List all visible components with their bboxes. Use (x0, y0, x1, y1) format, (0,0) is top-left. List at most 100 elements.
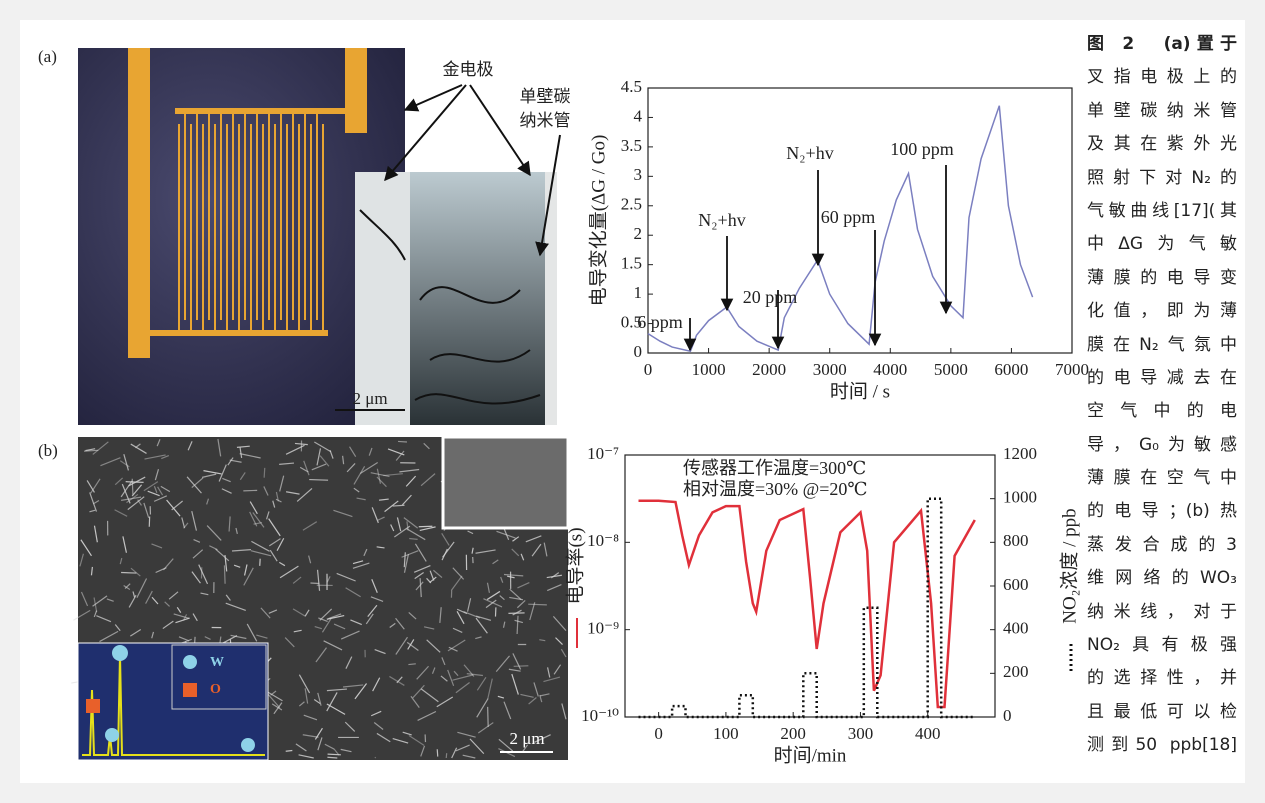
electrode-finger (292, 114, 294, 320)
electrode-finger (190, 124, 192, 330)
electrode-finger (208, 114, 210, 320)
y-axis-label: 电导率(s) (564, 527, 586, 604)
nanowire (408, 664, 415, 665)
sem-inset (443, 437, 568, 528)
y2-tick-label: 400 (1003, 619, 1029, 638)
scale-label: 2 μm (509, 729, 544, 748)
electrode-finger (178, 124, 180, 330)
y-tick-label: 4.5 (621, 77, 642, 96)
electrode-finger (238, 124, 240, 330)
caption-line: 膜在N₂气氛中 (1087, 329, 1237, 362)
caption-line: 叉指电极上的 (1087, 61, 1237, 94)
page: (a) (b) 金电极 单壁碳 纳米管 2 μm 2 μm W O 010002… (0, 0, 1265, 803)
electrode-pad (175, 108, 367, 114)
caption-line: 维网络的WO₃ (1087, 562, 1237, 595)
electrode-finger (184, 114, 186, 320)
y-tick-label: 0 (634, 342, 643, 361)
caption-line: 化值，即为薄 (1087, 295, 1237, 328)
x-tick-label: 3000 (813, 360, 847, 379)
caption-line: 图 2 (a)置于 (1087, 28, 1237, 61)
electrode-pad (345, 48, 367, 133)
caption-line: 且最低可以检 (1087, 696, 1237, 729)
annotation: N₂+hv (698, 210, 745, 230)
caption-line: 测到50 ppb[18] (1087, 729, 1237, 762)
y-tick-label: 10⁻⁸ (587, 531, 619, 550)
caption-line: 的选择性，并 (1087, 662, 1237, 695)
annotation: 相对温度=30% @=20℃ (683, 479, 868, 499)
y-tick-label: 2.5 (621, 195, 642, 214)
eds-inset (78, 643, 268, 760)
eds-legend-o (183, 683, 197, 697)
caption-line: 空气中的电 (1087, 395, 1237, 428)
tem-inset (410, 172, 545, 425)
nanotube-label: 纳米管 (520, 111, 571, 130)
y-tick-label: 3 (634, 165, 643, 184)
nanowire (375, 757, 376, 758)
nanowire (488, 707, 489, 727)
nanowire (121, 573, 136, 574)
caption-line: 单壁碳纳米管 (1087, 95, 1237, 128)
x-tick-label: 100 (713, 724, 739, 743)
electrode-finger (316, 114, 318, 320)
x-axis-label: 时间 / s (830, 380, 890, 402)
x-tick-label: 0 (654, 724, 663, 743)
y-tick-label: 10⁻⁹ (587, 619, 619, 638)
x-axis-label: 时间/min (774, 744, 847, 766)
y2-axis-label: NO₂浓度 / ppb (1058, 508, 1080, 623)
electrode-finger (202, 124, 204, 330)
y-tick-label: 2 (634, 224, 643, 243)
x-tick-label: 1000 (692, 360, 726, 379)
electrode-finger (286, 124, 288, 330)
panel-label: (b) (38, 441, 58, 460)
eds-legend-w (183, 655, 197, 669)
x-tick-label: 6000 (994, 360, 1028, 379)
y2-tick-label: 1200 (1003, 444, 1037, 463)
eds-legend-label: W (210, 655, 224, 670)
electrode-finger (196, 114, 198, 320)
nanowire (264, 468, 265, 478)
x-tick-label: 7000 (1055, 360, 1089, 379)
nanowire (409, 538, 417, 539)
electrode-finger (268, 114, 270, 320)
electrode-finger (226, 124, 228, 330)
y-tick-label: 10⁻⁷ (587, 444, 619, 463)
electrode-finger (304, 114, 306, 320)
x-tick-label: 4000 (873, 360, 907, 379)
caption-line: NO₂具有极强 (1087, 629, 1237, 662)
caption-line: 中ΔG为气敏 (1087, 228, 1237, 261)
electrode-finger (214, 124, 216, 330)
annotation: 20 ppm (743, 287, 798, 307)
electrode-pad (128, 48, 150, 358)
nanowire (286, 750, 293, 751)
nanowire (309, 480, 328, 481)
caption-line: 薄膜在空气中 (1087, 462, 1237, 495)
electrode-finger (244, 114, 246, 320)
caption-line: 蒸发合成的3 (1087, 529, 1237, 562)
y2-tick-label: 800 (1003, 531, 1029, 550)
annotation: 60 ppm (821, 207, 876, 227)
figure: (a) (b) 金电极 单壁碳 纳米管 2 μm 2 μm W O 010002… (0, 0, 1265, 803)
x-tick-label: 200 (780, 724, 806, 743)
electrode-finger (280, 114, 282, 320)
y2-tick-label: 0 (1003, 706, 1012, 725)
nanowire (224, 565, 225, 583)
caption-line: 气敏曲线[17](其 (1087, 195, 1237, 228)
nanowire (243, 490, 257, 491)
caption-line: 纳米线，对于 (1087, 596, 1237, 629)
y-tick-label: 1 (634, 283, 643, 302)
x-tick-label: 2000 (752, 360, 786, 379)
nanowire (393, 505, 405, 506)
eds-legend-label: O (210, 682, 221, 697)
caption-line: 薄膜的电导变 (1087, 262, 1237, 295)
x-tick-label: 400 (915, 724, 941, 743)
nanowire (398, 441, 407, 442)
eds-w-marker (241, 738, 255, 752)
annotation: 传感器工作温度=300℃ (683, 458, 866, 478)
caption-line: 照射下对N₂的 (1087, 162, 1237, 195)
caption-line: 的电导；(b)热 (1087, 495, 1237, 528)
caption: 图 2 (a)置于叉指电极上的单壁碳纳米管及其在紫外光照射下对N₂的气敏曲线[1… (1087, 28, 1237, 763)
y-axis-label: 电导变化量(ΔG / Go) (587, 135, 609, 307)
caption-line: 及其在紫外光 (1087, 128, 1237, 161)
nanowire (327, 757, 337, 758)
electrode-label: 金电极 (443, 60, 494, 79)
